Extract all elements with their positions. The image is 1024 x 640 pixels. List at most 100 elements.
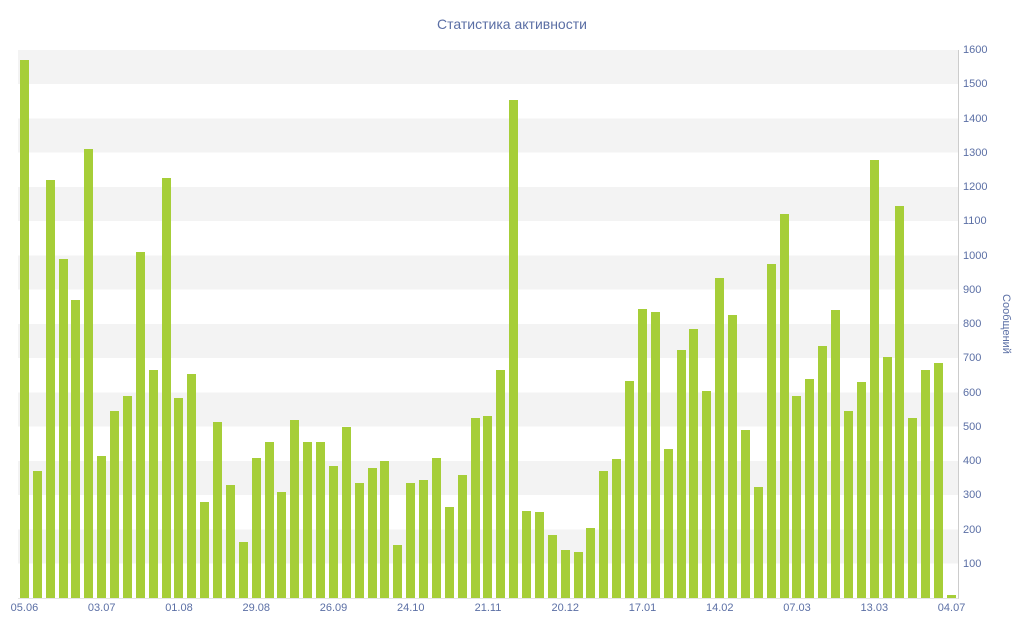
bar-slot xyxy=(121,50,134,598)
bar-slot xyxy=(224,50,237,598)
bar-slot xyxy=(778,50,791,598)
bar[interactable] xyxy=(856,382,866,598)
bar[interactable] xyxy=(187,373,197,598)
x-tick-label: 13.03 xyxy=(860,602,889,614)
bar[interactable] xyxy=(882,356,892,598)
bar[interactable] xyxy=(32,471,42,598)
bar[interactable] xyxy=(354,483,364,598)
bar[interactable] xyxy=(740,430,750,598)
bar[interactable] xyxy=(766,264,776,598)
bar[interactable] xyxy=(573,551,583,598)
bar[interactable] xyxy=(676,349,686,598)
bar[interactable] xyxy=(264,442,274,598)
bar-slot xyxy=(211,50,224,598)
bar-slot xyxy=(276,50,289,598)
bar[interactable] xyxy=(328,466,338,598)
bar-slot xyxy=(417,50,430,598)
bar[interactable] xyxy=(148,370,158,598)
bar[interactable] xyxy=(625,380,635,598)
bar-slot xyxy=(559,50,572,598)
bar[interactable] xyxy=(213,421,223,598)
bar[interactable] xyxy=(444,507,454,598)
bar[interactable] xyxy=(367,467,377,598)
bar-slot xyxy=(803,50,816,598)
bar[interactable] xyxy=(895,205,905,598)
bar[interactable] xyxy=(805,378,815,598)
bar[interactable] xyxy=(71,300,81,598)
bar[interactable] xyxy=(174,397,184,598)
bar[interactable] xyxy=(560,550,570,598)
bar[interactable] xyxy=(534,512,544,598)
x-tick-label: 03.07 xyxy=(87,602,116,614)
bar[interactable] xyxy=(19,60,29,598)
bar-slot xyxy=(932,50,945,598)
y-tick-label: 1600 xyxy=(963,44,988,56)
bar[interactable] xyxy=(393,544,403,598)
bar-slot xyxy=(353,50,366,598)
bar[interactable] xyxy=(946,594,956,598)
bar[interactable] xyxy=(650,312,660,598)
bar[interactable] xyxy=(831,310,841,598)
bar[interactable] xyxy=(161,178,171,598)
y-tick-label: 1400 xyxy=(963,112,988,125)
bar[interactable] xyxy=(251,457,261,598)
bar[interactable] xyxy=(110,411,120,598)
bar[interactable] xyxy=(715,277,725,598)
bar-slot xyxy=(379,50,392,598)
bar[interactable] xyxy=(238,541,248,598)
bar[interactable] xyxy=(818,346,828,598)
bar[interactable] xyxy=(779,214,789,598)
x-tick-label: 07.03 xyxy=(783,602,811,614)
bar[interactable] xyxy=(419,479,429,598)
bar-slot xyxy=(301,50,314,598)
bar[interactable] xyxy=(290,419,300,598)
bar[interactable] xyxy=(406,483,416,598)
bar[interactable] xyxy=(702,390,712,598)
bar[interactable] xyxy=(586,527,596,598)
bar[interactable] xyxy=(470,418,480,598)
bar[interactable] xyxy=(612,459,622,598)
bar[interactable] xyxy=(97,455,107,598)
bar[interactable] xyxy=(689,329,699,598)
bar[interactable] xyxy=(599,471,609,598)
bar[interactable] xyxy=(728,315,738,598)
bar[interactable] xyxy=(663,449,673,598)
bar-slot xyxy=(250,50,263,598)
bar[interactable] xyxy=(225,484,235,598)
bar[interactable] xyxy=(380,461,390,598)
bar[interactable] xyxy=(921,370,931,598)
bar[interactable] xyxy=(341,426,351,598)
bar[interactable] xyxy=(908,418,918,598)
bar[interactable] xyxy=(637,308,647,598)
bar[interactable] xyxy=(316,442,326,598)
bar-slot xyxy=(185,50,198,598)
y-tick-label: 1200 xyxy=(963,181,988,193)
bar[interactable] xyxy=(547,534,557,598)
bar[interactable] xyxy=(135,252,145,598)
y-tick-label: 300 xyxy=(963,489,982,502)
bar[interactable] xyxy=(200,502,210,598)
bar[interactable] xyxy=(496,370,506,598)
y-tick-label: 900 xyxy=(963,283,982,296)
bar[interactable] xyxy=(431,457,441,598)
bar[interactable] xyxy=(277,491,287,598)
bar[interactable] xyxy=(457,474,467,598)
bar[interactable] xyxy=(869,159,879,598)
y-tick-label: 400 xyxy=(963,455,982,467)
bar[interactable] xyxy=(45,180,55,598)
bar[interactable] xyxy=(792,395,802,598)
bar[interactable] xyxy=(58,258,68,598)
bar[interactable] xyxy=(753,486,763,598)
bar[interactable] xyxy=(843,411,853,598)
bar[interactable] xyxy=(522,510,532,598)
bar[interactable] xyxy=(934,363,944,598)
bar-slot xyxy=(636,50,649,598)
bar[interactable] xyxy=(303,442,313,598)
x-tick-label: 14.02 xyxy=(706,602,734,614)
bar[interactable] xyxy=(122,395,132,598)
bar-slot xyxy=(134,50,147,598)
bar[interactable] xyxy=(483,416,493,598)
y-tick-label: 200 xyxy=(963,523,982,536)
bar[interactable] xyxy=(509,99,519,598)
bar[interactable] xyxy=(84,149,94,598)
